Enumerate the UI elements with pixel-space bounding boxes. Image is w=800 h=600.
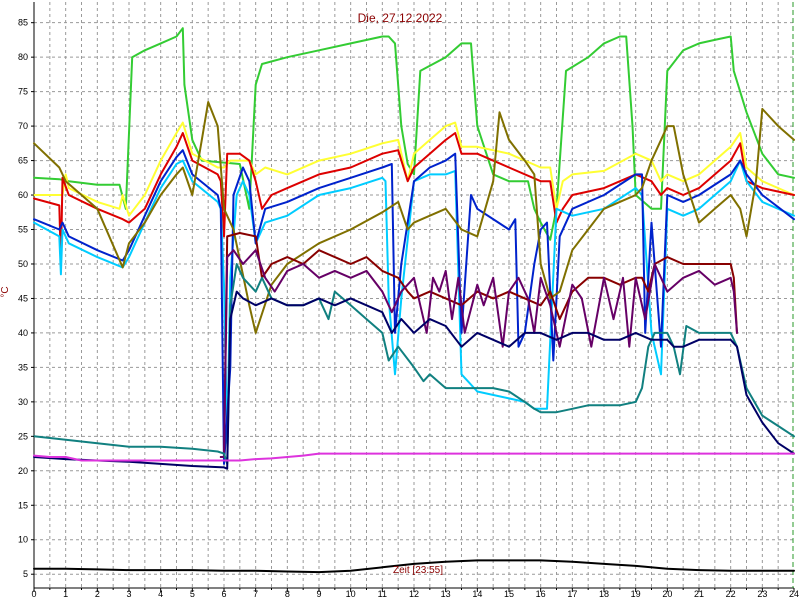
y-tick-label: 70 xyxy=(18,121,28,131)
x-tick-label: 0 xyxy=(31,589,36,599)
y-tick-label: 75 xyxy=(18,87,28,97)
y-tick-label: 35 xyxy=(18,362,28,372)
y-axis-label: °C xyxy=(0,286,11,297)
x-tick-label: 7 xyxy=(253,589,258,599)
x-tick-label: 23 xyxy=(757,589,767,599)
series-line-8 xyxy=(219,249,738,458)
x-tick-label: 3 xyxy=(126,589,131,599)
y-tick-label: 25 xyxy=(18,431,28,441)
y-tick-label: 30 xyxy=(18,397,28,407)
x-tick-label: 16 xyxy=(536,589,546,599)
x-tick-label: 19 xyxy=(631,589,641,599)
y-tick-label: 15 xyxy=(18,500,28,510)
y-tick-label: 55 xyxy=(18,225,28,235)
y-tick-label: 65 xyxy=(18,156,28,166)
x-tick-label: 17 xyxy=(567,589,577,599)
y-tick-label: 20 xyxy=(18,466,28,476)
x-tick-label: 9 xyxy=(316,589,321,599)
x-tick-label: 12 xyxy=(409,589,419,599)
y-tick-label: 80 xyxy=(18,52,28,62)
series-line-12 xyxy=(33,559,795,574)
x-tick-label: 1 xyxy=(63,589,68,599)
y-tick-label: 5 xyxy=(23,569,28,579)
series-line-9 xyxy=(33,263,795,465)
series-line-11 xyxy=(33,452,795,462)
y-tick-label: 60 xyxy=(18,190,28,200)
y-tick-label: 50 xyxy=(18,259,28,269)
x-tick-label: 24 xyxy=(789,589,799,599)
x-tick-label: 4 xyxy=(158,589,163,599)
y-tick-label: 10 xyxy=(18,535,28,545)
x-tick-label: 21 xyxy=(694,589,704,599)
chart-title: Die, 27.12.2022 xyxy=(358,11,443,25)
x-tick-label: 6 xyxy=(221,589,226,599)
series-group xyxy=(33,27,795,574)
series-line-6 xyxy=(33,101,795,334)
x-tick-label: 11 xyxy=(378,589,387,599)
x-tick-label: 15 xyxy=(504,589,514,599)
y-tick-label: 85 xyxy=(18,18,28,28)
x-tick-label: 18 xyxy=(599,589,609,599)
axis-labels: 0 1 2 3 4 5 6 7 8 9 10 11 12 13 14 15 16 17 18 19 20 21 22 23 24… xyxy=(18,18,799,599)
x-tick-label: 20 xyxy=(662,589,672,599)
y-tick-label: 45 xyxy=(18,293,28,303)
y-tick-label: 40 xyxy=(18,328,28,338)
x-tick-label: 14 xyxy=(472,589,482,599)
series-line-7 xyxy=(219,232,738,458)
series-line-1 xyxy=(33,27,795,241)
series-line-10 xyxy=(33,290,795,470)
series-line-3 xyxy=(33,132,795,265)
x-tick-label: 10 xyxy=(346,589,356,599)
x-tick-label: 8 xyxy=(285,589,290,599)
x-tick-label: 2 xyxy=(95,589,100,599)
x-tick-label: 13 xyxy=(441,589,451,599)
x-tick-label: 22 xyxy=(726,589,736,599)
time-readout: Zeit [23:55] xyxy=(393,565,443,576)
series-line-5 xyxy=(33,149,795,465)
x-tick-label: 5 xyxy=(190,589,195,599)
